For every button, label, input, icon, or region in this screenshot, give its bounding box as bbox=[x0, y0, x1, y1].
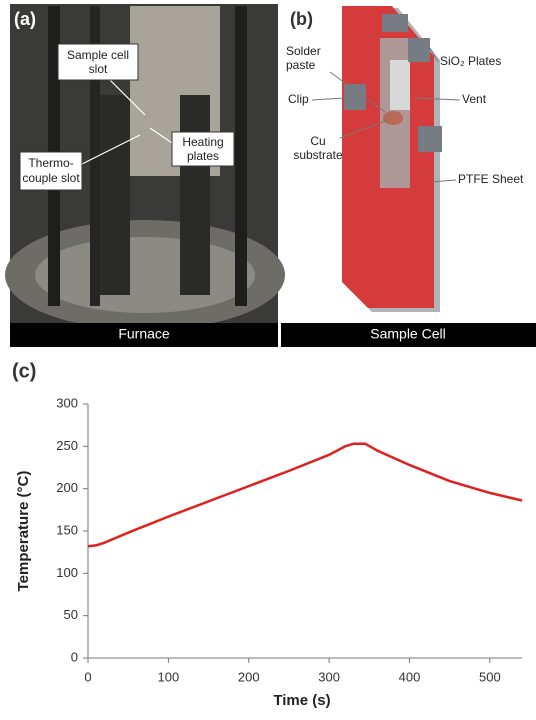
leader-line bbox=[414, 97, 461, 101]
leader-line bbox=[149, 127, 176, 146]
annotation-box bbox=[57, 43, 139, 81]
panel-label: (a) bbox=[14, 9, 36, 29]
x-tick-label: 0 bbox=[84, 669, 91, 684]
annotation: Vent bbox=[462, 92, 487, 106]
y-tick-label: 200 bbox=[56, 480, 78, 495]
x-tick-label: 300 bbox=[318, 669, 340, 684]
y-tick-label: 150 bbox=[56, 522, 78, 537]
leader-line bbox=[339, 119, 389, 139]
y-tick-label: 300 bbox=[56, 395, 78, 410]
panel-label: (c) bbox=[12, 360, 36, 382]
furnace-plate bbox=[35, 237, 255, 313]
heating-plate bbox=[180, 95, 210, 295]
annotation: couple slot bbox=[22, 171, 80, 185]
y-tick-label: 100 bbox=[56, 565, 78, 580]
annotation: Thermo- bbox=[28, 156, 73, 170]
annotation: plates bbox=[187, 149, 219, 163]
annotation: slot bbox=[89, 62, 108, 76]
clip bbox=[408, 38, 430, 62]
annotation-box bbox=[19, 151, 83, 191]
y-tick-label: 50 bbox=[64, 607, 78, 622]
leader-line bbox=[429, 179, 457, 183]
y-axis-title: Temperature (°C) bbox=[15, 471, 32, 592]
panel-caption: Sample Cell bbox=[370, 326, 445, 342]
leader-line bbox=[429, 47, 439, 63]
leader-line bbox=[79, 134, 141, 166]
clip bbox=[344, 84, 366, 110]
annotation: Solder bbox=[286, 44, 321, 58]
leader-line bbox=[109, 79, 146, 116]
leader-line bbox=[329, 71, 386, 113]
leader-line bbox=[311, 97, 345, 101]
rod bbox=[90, 6, 100, 306]
x-tick-label: 100 bbox=[158, 669, 180, 684]
caption-bar bbox=[281, 323, 536, 347]
caption-bar bbox=[10, 323, 278, 347]
clip bbox=[382, 14, 408, 32]
annotation: Heating bbox=[182, 135, 223, 149]
x-tick-label: 400 bbox=[399, 669, 421, 684]
annotation: paste bbox=[286, 58, 316, 72]
clip bbox=[418, 126, 442, 152]
annotation: Sample cell bbox=[67, 48, 129, 62]
rod bbox=[235, 6, 247, 306]
panel-a: (a) Furnace Sample cell slot Heating pla… bbox=[5, 4, 285, 347]
annotation: SiO₂ Plates bbox=[440, 54, 501, 68]
annotation: Clip bbox=[288, 92, 309, 106]
vent-window bbox=[390, 60, 410, 110]
x-tick-label: 500 bbox=[479, 669, 501, 684]
data-line bbox=[87, 442, 523, 548]
annotation: Cu bbox=[310, 134, 325, 148]
x-axis-title: Time (s) bbox=[273, 692, 330, 709]
panel-b: (b) Sample Cell Solder paste Clip Cu sub… bbox=[281, 6, 536, 347]
x-tick-label: 200 bbox=[238, 669, 260, 684]
panel-caption: Furnace bbox=[118, 326, 170, 342]
annotation: substrate bbox=[293, 148, 343, 162]
cu-substrate bbox=[383, 111, 403, 125]
y-tick-label: 250 bbox=[56, 438, 78, 453]
panel-label: (b) bbox=[290, 9, 313, 29]
y-tick-label: 0 bbox=[71, 649, 78, 664]
annotation: PTFE Sheet bbox=[458, 172, 524, 186]
annotation-box bbox=[171, 131, 235, 167]
heating-plate bbox=[100, 95, 130, 295]
